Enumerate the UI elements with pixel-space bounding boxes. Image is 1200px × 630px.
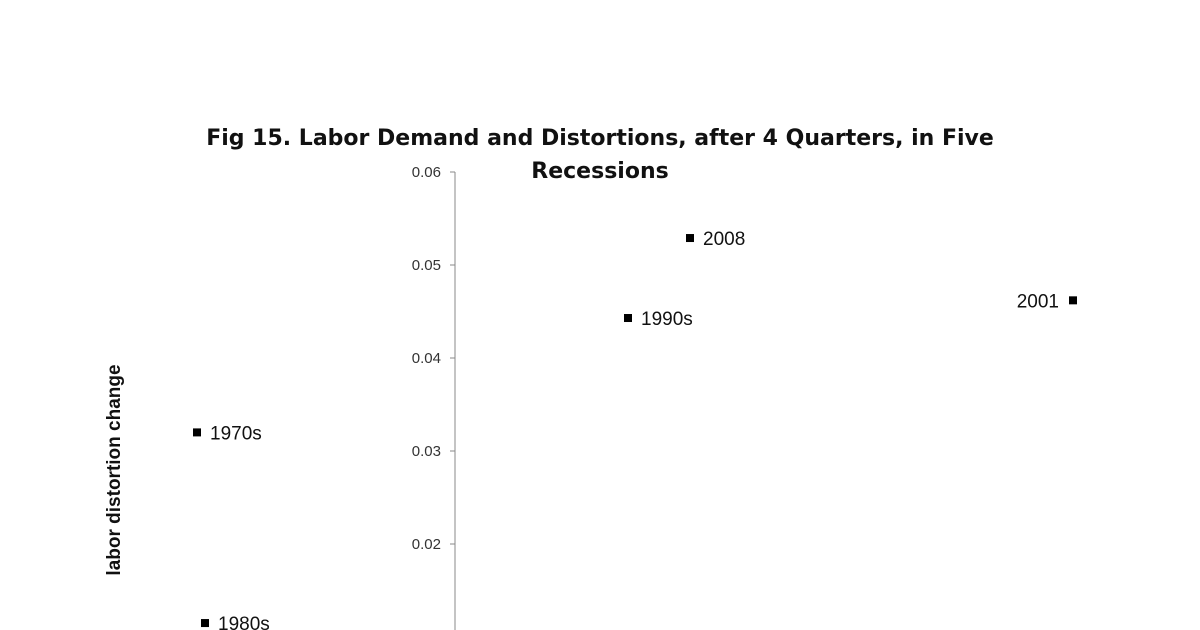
chart-title-line-2: Recessions <box>531 159 668 184</box>
data-point-label: 1970s <box>210 423 262 444</box>
y-tick-label: 0.03 <box>412 443 441 460</box>
y-tick-label: 0.06 <box>412 164 441 181</box>
data-point-marker <box>201 619 209 628</box>
data-point-marker <box>624 314 632 323</box>
data-point-marker <box>1069 296 1077 305</box>
y-tick-label: 0.02 <box>412 536 441 553</box>
data-point-marker <box>686 234 694 243</box>
data-point-label: 1990s <box>641 309 693 330</box>
data-points: 1970s 1980s 1990s 2008 2001 <box>193 229 1077 630</box>
y-axis-label: labor distortion change <box>104 364 125 575</box>
data-point-marker <box>193 428 201 437</box>
y-tick-label: 0.04 <box>412 350 441 367</box>
data-point-label: 1980s <box>218 614 270 630</box>
y-axis-ticks: 0.06 0.05 0.04 0.03 0.02 <box>412 164 455 553</box>
y-tick-label: 0.05 <box>412 257 441 274</box>
data-point-label: 2001 <box>1017 291 1059 312</box>
chart-title-line-1: Fig 15. Labor Demand and Distortions, af… <box>206 126 994 151</box>
data-point-label: 2008 <box>703 229 745 250</box>
